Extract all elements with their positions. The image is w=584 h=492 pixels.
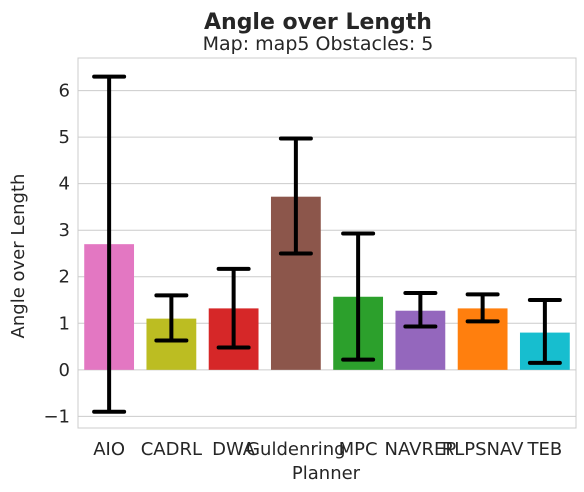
x-tick-label: Guldenring <box>246 439 346 460</box>
error-bar <box>154 293 189 343</box>
error-bar <box>341 231 376 362</box>
y-tick-label: −1 <box>43 406 70 427</box>
error-bar <box>403 291 438 329</box>
y-axis-label: Angle over Length <box>8 174 29 339</box>
error-bar <box>465 292 500 324</box>
x-tick-label: RLPSNAV <box>442 439 524 460</box>
error-bar <box>527 298 562 365</box>
x-tick-label: NAVREP <box>385 439 457 460</box>
y-tick-label: 2 <box>59 267 70 288</box>
x-tick-label: TEB <box>527 439 563 460</box>
chart-title: Angle over Length <box>204 10 432 35</box>
error-bars <box>92 74 562 414</box>
error-bar <box>92 74 127 414</box>
y-tick-labels: −1 0 1 2 3 4 5 6 <box>43 81 70 428</box>
bars <box>84 196 570 370</box>
x-tick-label: MPC <box>339 439 378 460</box>
x-tick-label: AIO <box>93 439 125 460</box>
y-tick-label: 0 <box>59 360 70 381</box>
y-tick-label: 1 <box>59 313 70 334</box>
error-bar <box>216 266 251 350</box>
x-tick-label: DWA <box>212 439 256 460</box>
y-tick-label: 4 <box>59 174 70 195</box>
y-tick-label: 3 <box>59 220 70 241</box>
plot-frame <box>77 57 577 429</box>
chart-subtitle: Map: map5 Obstacles: 5 <box>203 33 434 55</box>
y-tick-label: 5 <box>59 127 70 148</box>
x-axis-label: Planner <box>292 463 361 484</box>
error-bar <box>278 136 313 256</box>
x-tick-label: CADRL <box>141 439 202 460</box>
y-tick-label: 6 <box>59 81 70 102</box>
